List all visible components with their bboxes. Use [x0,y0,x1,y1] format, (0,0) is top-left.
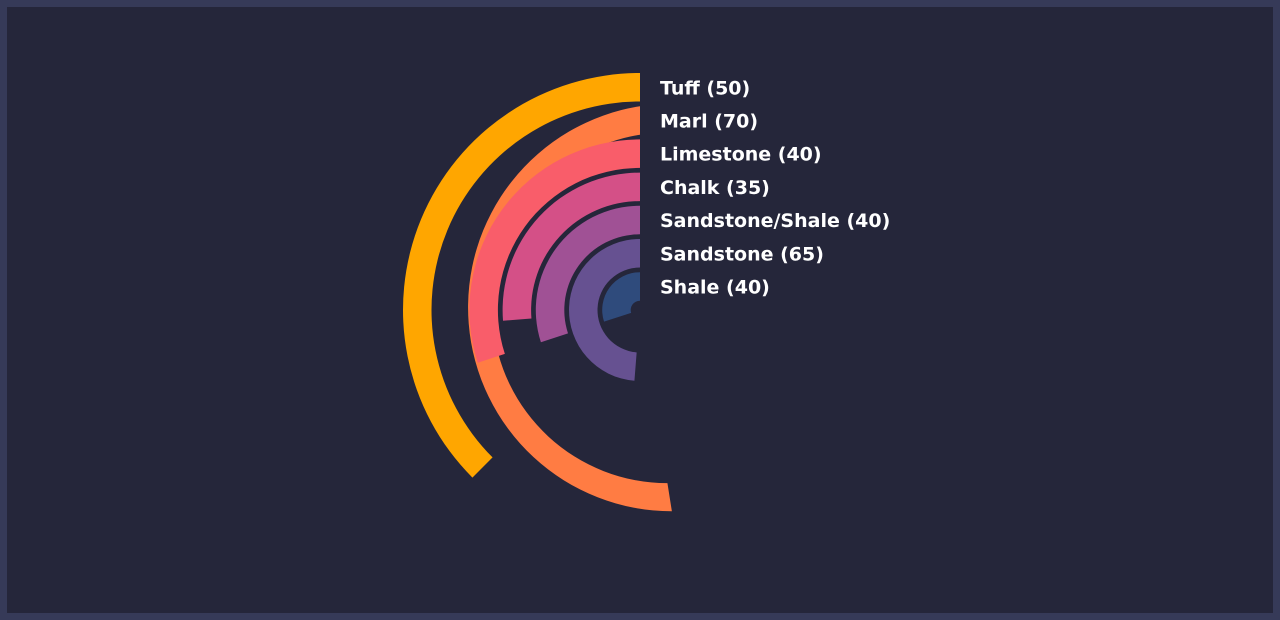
label-marl: Marl (70) [660,110,758,132]
bar-sandstone-shale [535,205,640,343]
label-sandstone-shale: Sandstone/Shale (40) [660,210,890,232]
label-chalk: Chalk (35) [660,177,770,199]
bar-group [403,73,672,512]
label-shale: Shale (40) [660,276,770,298]
label-limestone: Limestone (40) [660,144,822,166]
bar-sandstone [569,239,640,381]
label-tuff: Tuff (50) [660,77,750,99]
bar-shale [602,272,640,322]
label-panel [640,71,881,310]
bar-tuff [403,73,640,478]
label-group: Tuff (50) Marl (70) Limestone (40) Chalk (3… [660,77,890,298]
label-sandstone: Sandstone (65) [660,243,824,265]
bar-chalk [502,172,640,321]
bar-limestone [469,139,640,363]
